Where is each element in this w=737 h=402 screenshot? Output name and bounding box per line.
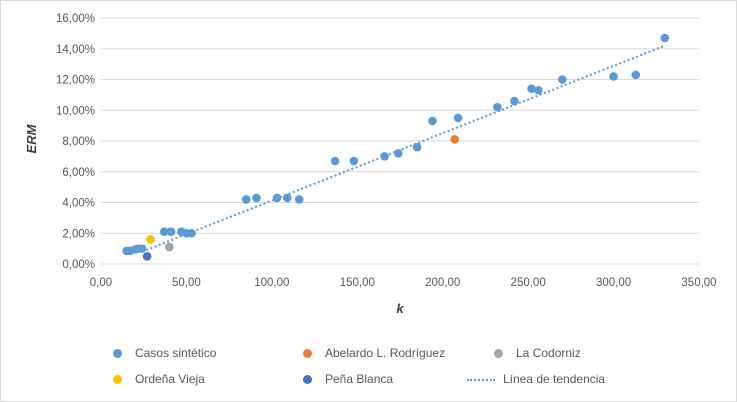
data-point-series-0: [137, 244, 147, 253]
data-point-series-0: [527, 84, 536, 94]
data-point-series-0: [412, 142, 422, 152]
data-point-series-2: [165, 242, 174, 252]
legend-label-la-codorniz: La Codorniz: [516, 346, 581, 360]
legend-marker-casos-sintetico: [113, 349, 122, 358]
data-point-series-0: [272, 193, 282, 203]
data-point-series-0: [380, 152, 389, 161]
legend-label-ordena-vieja: Ordeña Vieja: [135, 372, 205, 386]
legend-marker-ordena-vieja: [113, 375, 122, 384]
x-tick-label: 0,00: [90, 277, 112, 289]
data-point-series-0: [166, 227, 176, 237]
gridlines: [101, 17, 699, 265]
data-point-series-1: [450, 135, 459, 144]
data-point-series-0: [660, 33, 670, 43]
data-point-series-0: [294, 195, 304, 204]
data-points: [122, 33, 670, 261]
legend-marker-trendline: [467, 379, 495, 381]
data-point-series-0: [393, 149, 403, 158]
y-axis-title: ERM: [24, 123, 39, 153]
data-point-series-0: [349, 156, 359, 166]
y-tick-label: 14,00%: [56, 44, 95, 56]
legend-label-pena-blanca: Peña Blanca: [325, 372, 394, 386]
legend-label-trendline: Línea de tendencia: [503, 372, 606, 386]
data-point-series-0: [510, 96, 519, 106]
y-tick-label: 2,00%: [62, 228, 95, 240]
data-point-series-0: [493, 102, 502, 112]
legend-label-casos-sintetico: Casos sintético: [135, 346, 217, 360]
legend-marker-pena-blanca: [303, 375, 312, 384]
legend-label-abelardo: Abelardo L. Rodríguez: [325, 346, 446, 360]
legend: Casos sintético Abelardo L. Rodríguez La…: [101, 339, 661, 389]
data-point-series-0: [187, 228, 196, 238]
data-point-series-0: [282, 193, 292, 203]
data-point-series-0: [252, 193, 261, 203]
scatter-chart: 0,00 50,00 100,00 150,00 200,00 250,00 300,00 3…: [24, 13, 717, 316]
x-tick-label: 300,00: [596, 277, 631, 289]
legend-marker-la-codorniz: [494, 349, 503, 358]
trendline: [141, 44, 666, 253]
y-tick-label: 4,00%: [62, 198, 95, 210]
y-tick-label: 12,00%: [56, 75, 95, 87]
y-tick-label: 0,00%: [62, 259, 95, 271]
y-tick-label: 6,00%: [62, 167, 95, 179]
data-point-series-0: [428, 116, 437, 126]
x-axis: 0,00 50,00 100,00 150,00 200,00 250,00 300,00 3…: [90, 277, 717, 289]
data-point-series-0: [330, 156, 340, 166]
x-tick-label: 250,00: [511, 277, 546, 289]
legend-marker-abelardo: [303, 349, 312, 358]
y-tick-label: 16,00%: [56, 13, 95, 25]
data-point-series-0: [159, 227, 169, 237]
y-tick-label: 10,00%: [56, 105, 95, 117]
data-point-series-0: [631, 70, 641, 80]
x-tick-label: 150,00: [340, 277, 375, 289]
x-tick-label: 100,00: [254, 277, 289, 289]
data-point-series-3: [146, 235, 155, 244]
data-point-series-0: [534, 85, 543, 95]
x-tick-label: 200,00: [425, 277, 460, 289]
data-point-series-0: [558, 75, 567, 84]
x-axis-title: k: [396, 301, 404, 316]
y-tick-label: 8,00%: [62, 136, 95, 148]
x-tick-label: 50,00: [172, 277, 201, 289]
data-point-series-0: [453, 113, 463, 123]
data-point-series-0: [241, 195, 251, 204]
x-tick-label: 350,00: [681, 277, 716, 289]
data-point-series-0: [609, 72, 618, 81]
trendline-layer: [141, 44, 666, 253]
y-axis: 0,00% 2,00% 4,00% 6,00% 8,00% 10,00% 12,00% 14,…: [56, 13, 95, 271]
data-point-series-4: [142, 252, 152, 261]
